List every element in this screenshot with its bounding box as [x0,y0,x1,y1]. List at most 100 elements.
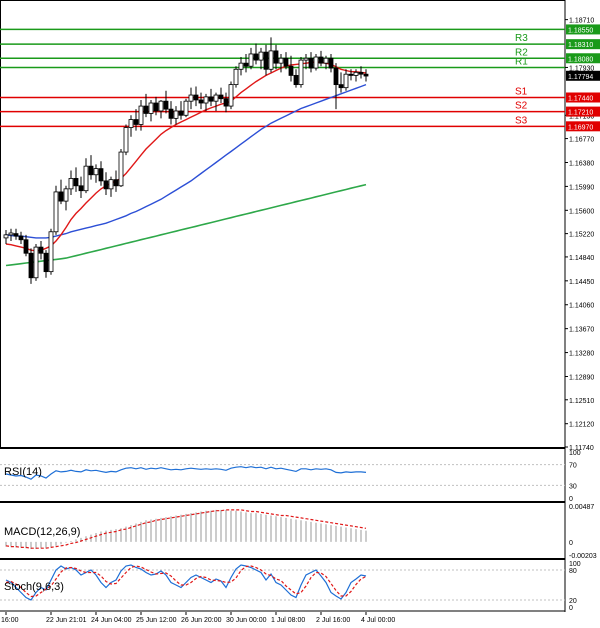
level-tag-r2: R2 [515,47,528,58]
rsi-tick: 30 [569,483,577,490]
stoch-tick: 0 [569,605,573,612]
level-tag-s3: S3 [515,115,528,126]
candle-body [168,108,174,119]
candle-body [48,231,54,273]
candle-body [33,246,39,279]
stoch-tick: 80 [569,568,577,575]
candle-body [313,56,319,69]
candle-body [323,57,329,64]
time-tick-label: 24 Jun 04:00 [91,617,132,624]
level-tag-s2: S2 [515,101,528,112]
candle-body [288,65,294,76]
price-axis[interactable]: 1.18710 1.17930 1.17150 1.16770 1.16380 1.159… [565,18,600,452]
candle-body [158,100,164,112]
candle-body [123,127,129,153]
rsi-title: RSI(14) [4,466,42,478]
candle-body [208,96,214,102]
price-tag-s3: 1.16970 [568,124,593,131]
price-tick-label: 1.17150 [569,113,594,120]
candle-body [108,179,114,190]
candle-body [363,73,369,77]
candle-body [228,84,234,107]
candle-body [113,179,119,187]
time-tick-label: 30 Jun 00:00 [226,617,267,624]
candle-body [203,96,209,104]
time-tick-label: 26 Jun 20:00 [181,617,222,624]
time-tick-label: 1 Jul 08:00 [271,617,305,624]
candle-body [273,50,279,64]
time-tick-label: 25 Jun 12:00 [136,617,177,624]
candle-body [18,235,24,241]
level-tag-r3: R3 [515,33,528,44]
candle-body [148,102,154,114]
price-tick-label: 1.17930 [569,65,594,72]
candle-body [38,246,44,254]
candle-body [78,185,84,192]
candle-body [348,73,354,76]
price-tick-label: 1.14060 [569,303,594,310]
candle-body [353,71,359,76]
price-tick-label: 1.12120 [569,422,594,429]
candle-body [258,51,264,61]
candle-body [93,168,99,176]
stoch-title: Stoch(9,6,3) [4,581,64,593]
price-tick-label: 1.16380 [569,160,594,167]
last-price-label: 1.17794 [568,74,593,81]
level-tag-r1: R1 [515,56,528,67]
macd-tick: -0.00203 [569,553,597,560]
candle-body [13,233,19,237]
macd-line-1 [5,509,367,549]
candle-body [3,234,9,239]
time-tick-label: 2 Jul 16:00 [316,617,350,624]
candle-body [328,57,334,69]
price-tick-label: 1.15220 [569,232,594,239]
rsi-line-0 [5,466,367,480]
stoch-line-1 [5,565,367,598]
price-tag-extra: 1.18550 [568,27,593,34]
stoch-line-0 [5,564,367,601]
rsi-panel: 100 70 30 0 RSI(14) [0,450,581,503]
ma-slow-line [5,183,367,267]
time-tick-label: 22 Jun 21:01 [46,617,87,624]
candle-body [103,180,109,190]
candlestick-series [3,37,369,284]
ma-mid-line [5,83,367,239]
price-tick-label: 1.12510 [569,398,594,405]
candle-body [163,100,169,110]
price-tag-s1: 1.17440 [568,95,593,102]
candle-body [248,53,254,67]
candle-body [23,239,29,254]
stoch-tick: 20 [569,598,577,605]
candle-body [188,94,194,102]
candle-body [198,99,204,104]
price-tag-s3-bg [566,121,600,132]
candle-body [233,68,239,86]
candle-body [98,168,104,182]
candle-body [298,59,304,86]
macd-panel: 0.00487 0 -0.00203 MACD(12,26,9) [4,504,597,560]
rsi-tick: 70 [569,463,577,470]
candle-body [193,94,199,101]
candle-body [8,232,14,236]
price-tick-label: 1.13280 [569,351,594,358]
price-tick-label: 1.16770 [569,137,594,144]
price-tag-extra-bg [566,24,600,35]
candle-body [308,57,314,69]
time-axis[interactable]: 16:00 22 Jun 21:01 24 Jun 04:00 25 Jun 12:0… [1,612,395,624]
macd-tick: 0 [569,540,573,547]
candle-body [173,110,179,119]
candle-body [73,178,79,187]
candle-body [133,119,139,125]
candle-body [58,191,64,202]
candle-body [138,105,144,125]
price-tag-r2: 1.18080 [568,56,593,63]
candle-body [43,252,49,273]
price-tick-label: 1.11740 [569,445,594,452]
candle-body [153,102,159,112]
candle-body [53,191,59,233]
level-tag-s1: S1 [515,86,528,97]
candle-body [338,84,344,89]
price-tick-label: 1.12890 [569,374,594,381]
